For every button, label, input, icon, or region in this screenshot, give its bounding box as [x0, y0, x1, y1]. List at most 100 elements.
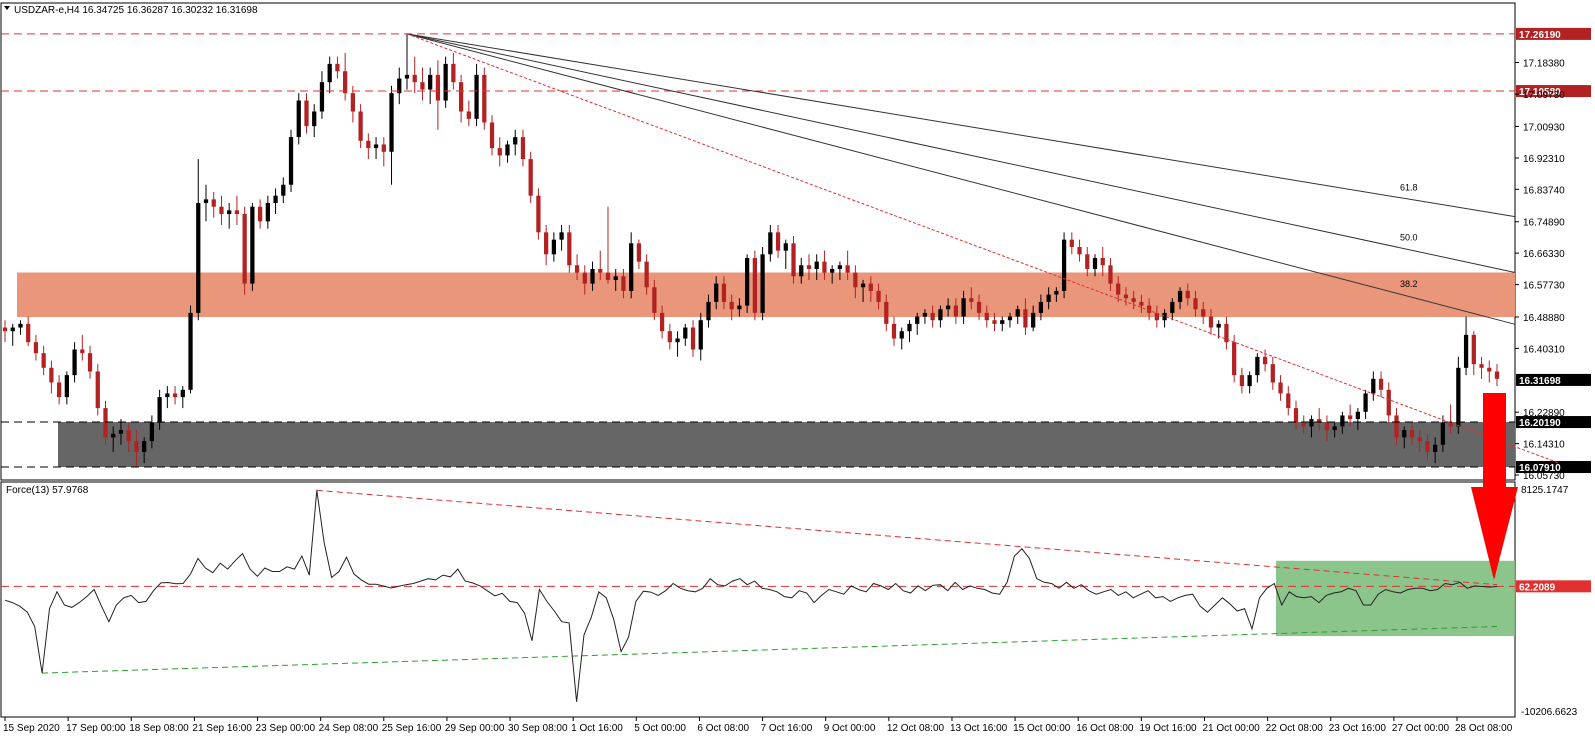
candle-body — [706, 301, 711, 321]
force-index-panel[interactable]: 62.2089 8125.1747 -10206.6623 — [0, 481, 1591, 718]
time-tick-label: 9 Oct 00:00 — [824, 723, 876, 734]
candle-body — [1278, 382, 1283, 394]
candle-body — [1131, 298, 1136, 302]
down-arrow-icon — [1471, 487, 1518, 580]
candle-body — [56, 382, 62, 398]
candle-body — [1201, 309, 1206, 317]
candle-body — [49, 367, 54, 383]
candle-body — [1023, 309, 1028, 328]
price-tick-label: 16.92310 — [1523, 154, 1565, 165]
candle-body — [1046, 294, 1051, 302]
candle-body — [636, 243, 642, 262]
candle-body — [992, 320, 997, 324]
candle-body — [296, 100, 301, 138]
candle-body — [304, 100, 309, 127]
candle-body — [142, 441, 147, 453]
fib-fan-line — [406, 33, 1516, 325]
candle-body — [64, 375, 69, 398]
candle-body — [188, 312, 193, 390]
candle-body — [1409, 430, 1415, 438]
candle-body — [667, 331, 672, 343]
candle-body — [10, 327, 15, 332]
candle-body — [598, 268, 603, 273]
candle-body — [443, 63, 448, 101]
symbol-header: USDZAR-e,H4 16.34725 16.36287 16.30232 1… — [14, 5, 258, 16]
candle-body — [1332, 426, 1337, 431]
candle-body — [26, 323, 31, 343]
candle-body — [551, 239, 556, 255]
candle-body — [1417, 437, 1422, 442]
candle-body — [953, 305, 958, 317]
candle-body — [1208, 316, 1214, 328]
candle-body — [412, 74, 417, 83]
last-price-label: 16.31698 — [1519, 376, 1561, 387]
candle-body — [745, 257, 750, 306]
price-tick-label: 17.18380 — [1523, 58, 1565, 69]
candle-body — [1054, 290, 1059, 295]
candle-body — [273, 195, 278, 204]
price-tick-label: 17.00930 — [1523, 122, 1565, 133]
candle-body — [497, 148, 502, 156]
candle-body — [605, 272, 611, 280]
candle-body — [783, 243, 788, 251]
candle-body — [721, 283, 727, 302]
candle-body — [211, 199, 216, 207]
candle-body — [1378, 378, 1384, 390]
candle-body — [1007, 316, 1013, 321]
price-tick-label: 16.14310 — [1523, 440, 1565, 451]
candle-body — [1309, 419, 1314, 427]
time-tick-label: 17 Sep 00:00 — [66, 723, 126, 734]
candle-body — [234, 210, 240, 215]
candle-body — [868, 283, 873, 291]
candle-body — [474, 74, 479, 119]
candle-body — [1100, 257, 1105, 266]
candle-body — [1456, 367, 1461, 427]
candle-body — [899, 331, 904, 339]
force-level-label: 62.2089 — [1519, 582, 1556, 593]
candle-body — [343, 71, 348, 94]
candle-body — [1262, 356, 1268, 365]
time-tick-label: 21 Sep 16:00 — [192, 723, 252, 734]
candle-body — [621, 276, 626, 291]
candle-body — [327, 63, 332, 83]
candle-body — [172, 393, 178, 398]
candle-body — [1324, 422, 1330, 431]
candle-body — [1177, 290, 1183, 302]
candle-body — [149, 422, 155, 442]
candle-body — [644, 261, 649, 288]
candle-body — [922, 312, 928, 317]
candle-body — [134, 441, 139, 453]
candle-body — [33, 342, 39, 354]
candle-body — [806, 265, 812, 269]
candle-body — [118, 430, 124, 434]
time-tick-label: 23 Sep 00:00 — [256, 723, 316, 734]
candle-body — [1347, 415, 1353, 420]
candle-body — [1162, 312, 1167, 321]
time-tick-label: 16 Oct 08:00 — [1076, 723, 1134, 734]
time-tick-label: 25 Sep 16:00 — [382, 723, 442, 734]
candle-body — [420, 82, 425, 90]
dropdown-triangle-icon[interactable] — [4, 6, 10, 10]
time-tick-label: 23 Oct 16:00 — [1329, 723, 1387, 734]
candle-body — [242, 214, 247, 284]
candle-body — [1170, 301, 1175, 313]
candle-body — [559, 232, 564, 240]
candle-body — [458, 82, 464, 112]
candle-body — [219, 206, 224, 215]
candle-body — [227, 210, 232, 215]
candle-body — [1038, 301, 1044, 313]
force-index-line — [4, 490, 1498, 702]
force-ascending-trendline — [42, 625, 1498, 674]
candle-body — [1433, 444, 1438, 453]
candle-body — [1015, 309, 1020, 317]
candle-body — [1085, 254, 1090, 269]
time-tick-label: 18 Sep 08:00 — [129, 723, 189, 734]
down-arrow-shaft — [1483, 393, 1506, 493]
price-panel[interactable]: 17.26190 17.10580 16.20190 16.07910 17.18380… — [0, 2, 1591, 482]
level-price-label: 16.07910 — [1519, 463, 1561, 474]
candle-body — [165, 393, 170, 398]
candle-body — [675, 338, 680, 343]
candle-body — [513, 137, 518, 145]
force-consolidation-zone — [1276, 560, 1515, 637]
